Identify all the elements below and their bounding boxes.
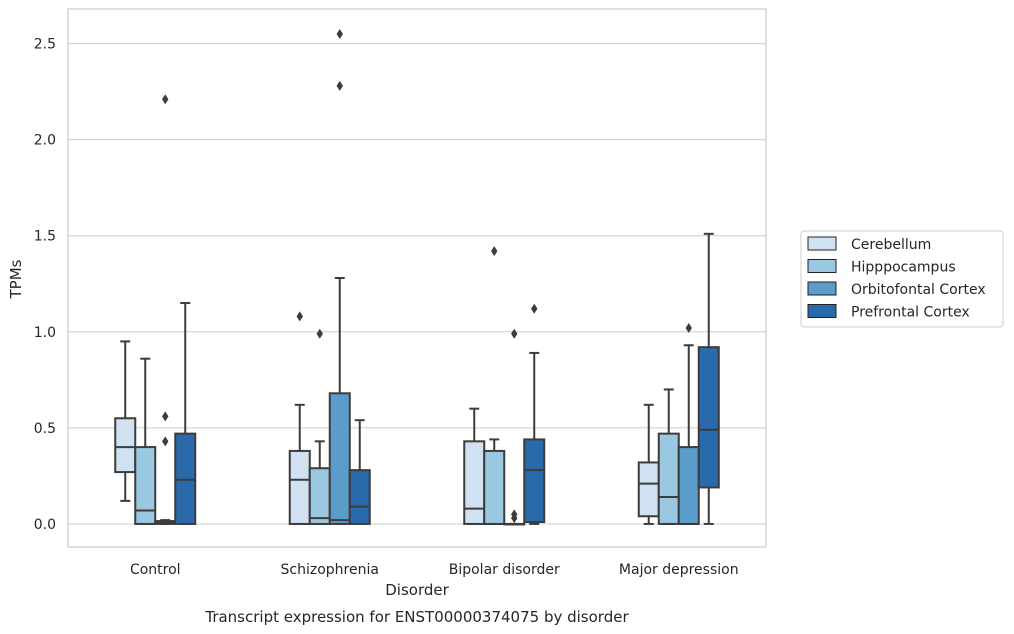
outlier-point	[685, 322, 692, 333]
box-body	[328, 392, 351, 525]
box-plot	[328, 28, 351, 525]
legend-swatch	[807, 281, 837, 296]
outlier-point	[511, 509, 518, 520]
outlier-point	[316, 328, 323, 339]
box-body	[697, 346, 720, 489]
box-body	[637, 461, 660, 518]
outlier-point	[531, 303, 538, 314]
series-group	[154, 28, 700, 526]
y-tick-label: 1.5	[34, 229, 56, 245]
plot-frame	[67, 8, 767, 548]
x-axis-label: Disorder	[385, 581, 449, 599]
box-body	[348, 469, 371, 525]
x-tick-label: Control	[130, 562, 181, 578]
series-group	[134, 246, 680, 525]
box-plot	[637, 403, 660, 525]
box-plot	[657, 388, 680, 525]
legend-label: Prefrontal Cortex	[851, 305, 970, 321]
box-body	[463, 440, 486, 525]
y-axis-label: TPMs	[7, 259, 25, 299]
outlier-point	[491, 246, 498, 257]
y-tick-label: 2.0	[34, 133, 56, 149]
box-plot	[174, 301, 197, 525]
x-tick-label: Bipolar disorder	[449, 562, 560, 578]
box-body	[523, 438, 546, 524]
box-plot	[288, 311, 311, 525]
box-plot	[697, 232, 720, 525]
outlier-point	[511, 328, 518, 339]
legend-swatch	[807, 304, 837, 318]
box-body	[483, 449, 506, 525]
y-tick-label: 2.5	[34, 37, 56, 53]
box-plot	[503, 328, 526, 526]
box-body	[114, 417, 137, 474]
plot-area	[114, 28, 720, 526]
outlier-point	[162, 436, 169, 447]
legend-frame	[800, 230, 1004, 328]
outlier-point	[162, 411, 169, 422]
legend-label: Hipppocampus	[851, 260, 956, 276]
box-plot	[348, 419, 371, 525]
box-plot	[523, 303, 546, 525]
x-axis-ticks: Control Schizophrenia Bipolar disorder Majo…	[130, 562, 739, 578]
outlier-point	[336, 28, 343, 39]
series-group	[174, 232, 720, 525]
box-body	[134, 446, 157, 525]
box-plot	[154, 94, 177, 525]
box-plot	[677, 322, 700, 525]
legend-label: Cerebellum	[851, 237, 931, 253]
y-tick-label: 0.5	[34, 421, 56, 437]
box-body	[308, 467, 331, 525]
outlier-point	[162, 94, 169, 105]
x-tick-label: Schizophrenia	[281, 562, 379, 578]
series-group	[114, 311, 660, 525]
box-plot	[483, 246, 506, 525]
box-plot	[114, 340, 137, 502]
box-plot	[134, 357, 157, 525]
legend: Cerebellum Hipppocampus Orbitofontal Corte…	[800, 230, 1004, 328]
box-body	[288, 449, 311, 525]
legend-label: Orbitofontal Cortex	[851, 282, 986, 298]
outlier-point	[336, 80, 343, 91]
x-tick-label: Major depression	[619, 562, 739, 578]
outlier-point	[296, 311, 303, 322]
y-tick-label: 1.0	[34, 325, 56, 341]
y-axis-ticks: 0.0 0.5 1.0 1.5 2.0 2.5	[34, 37, 56, 533]
y-tick-label: 0.0	[34, 517, 56, 533]
box-plot	[308, 328, 331, 525]
chart-caption: Transcript expression for ENST0000037407…	[204, 608, 629, 626]
box-body	[677, 446, 700, 525]
box-body	[657, 432, 680, 525]
box-plot	[463, 407, 486, 525]
legend-swatch	[807, 259, 837, 273]
legend-swatch	[807, 236, 837, 251]
